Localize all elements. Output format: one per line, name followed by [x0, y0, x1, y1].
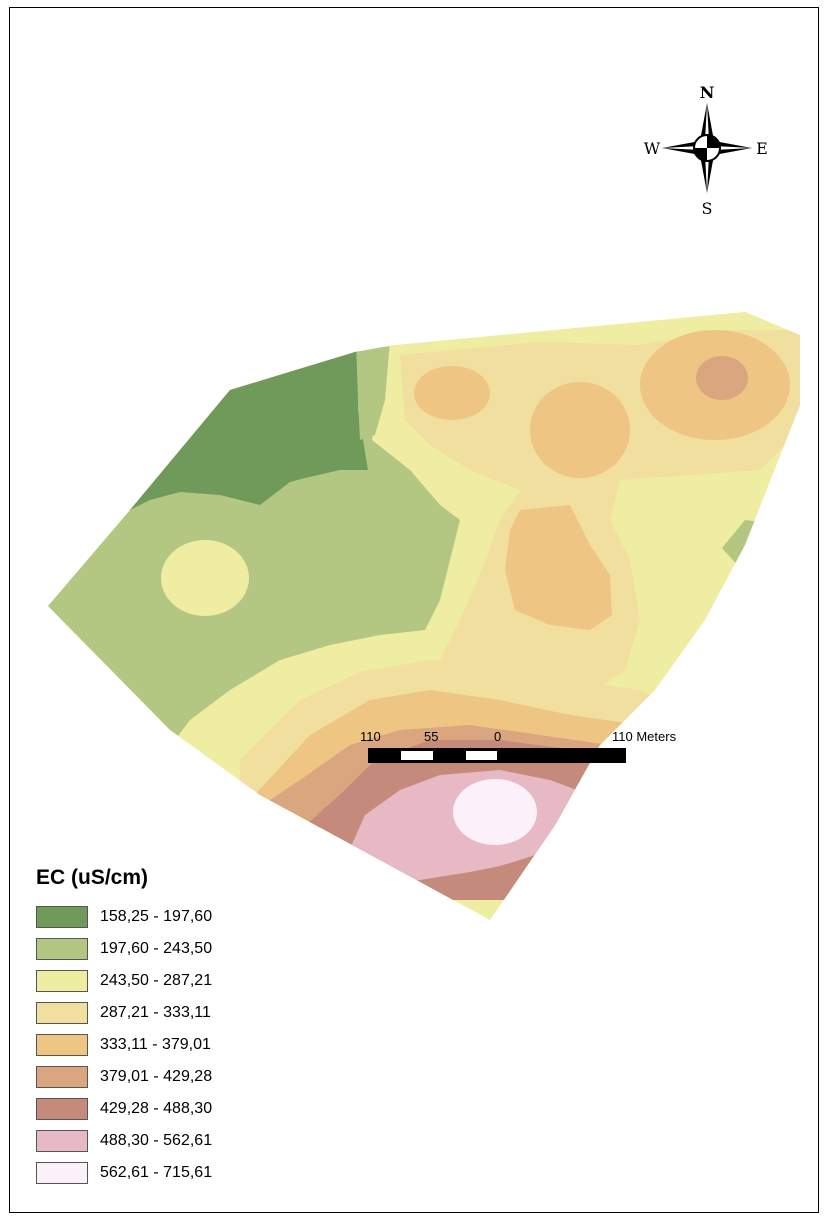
legend-title: EC (uS/cm)	[36, 866, 149, 889]
legend-swatch	[36, 1002, 88, 1024]
compass-east-label: E	[756, 139, 768, 158]
legend-item: 158,25 - 197,60	[36, 905, 212, 929]
legend-label: 429,28 - 488,30	[100, 1100, 213, 1117]
legend-item: 197,60 - 243,50	[36, 937, 212, 961]
ec-raster	[48, 312, 800, 920]
legend-swatch	[36, 1162, 88, 1184]
legend-label: 379,01 - 429,28	[100, 1068, 213, 1085]
legend-label: 197,60 - 243,50	[100, 940, 213, 957]
legend-label: 243,50 - 287,21	[100, 972, 213, 989]
legend-item: 287,21 - 333,11	[36, 1001, 211, 1025]
zone-197-243-strip	[356, 340, 390, 440]
zone-333-379-nw	[414, 366, 490, 420]
zone-379-429-ne	[696, 356, 748, 400]
legend-swatch	[36, 938, 88, 960]
legend-label: 333,11 - 379,01	[100, 1036, 211, 1053]
scale-bar	[368, 748, 626, 763]
legend-swatch	[36, 970, 88, 992]
scale-label-0: 0	[494, 729, 502, 744]
north-arrow-icon: N S E W	[644, 83, 768, 218]
zone-158-197	[110, 330, 368, 520]
legend-swatch	[36, 1066, 88, 1088]
zone-333-379-mid	[505, 505, 612, 630]
compass-west-label: W	[644, 139, 661, 158]
scale-label-110-meters: 110 Meters	[612, 729, 677, 744]
compass-south-label: S	[702, 199, 713, 218]
legend-swatch	[36, 906, 88, 928]
scale-label-110-left: 110	[360, 729, 381, 744]
compass-north-label: N	[700, 83, 715, 102]
legend-label: 488,30 - 562,61	[100, 1132, 213, 1149]
legend-item: 429,28 - 488,30	[36, 1097, 212, 1121]
legend-item: 562,61 - 715,61	[36, 1161, 212, 1185]
scale-label-55: 55	[424, 729, 439, 744]
legend-label: 287,21 - 333,11	[100, 1004, 211, 1021]
legend-item: 488,30 - 562,61	[36, 1129, 212, 1153]
legend-label: 562,61 - 715,61	[100, 1164, 213, 1181]
legend-label: 158,25 - 197,60	[100, 908, 213, 925]
zone-243-287-island	[161, 540, 249, 616]
legend-item: 379,01 - 429,28	[36, 1065, 212, 1089]
legend-swatch	[36, 1034, 88, 1056]
legend-swatch	[36, 1098, 88, 1120]
legend-item: 333,11 - 379,01	[36, 1033, 211, 1057]
legend-swatch	[36, 1130, 88, 1152]
legend-item: 243,50 - 287,21	[36, 969, 212, 993]
zone-562-715	[453, 779, 537, 845]
zone-333-379-center	[530, 382, 630, 478]
